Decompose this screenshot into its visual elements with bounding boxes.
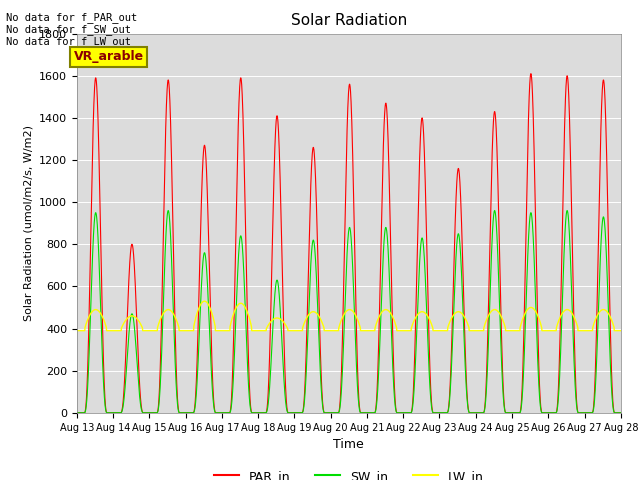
Legend: PAR_in, SW_in, LW_in: PAR_in, SW_in, LW_in (209, 465, 489, 480)
X-axis label: Time: Time (333, 438, 364, 451)
Text: No data for f_LW_out: No data for f_LW_out (6, 36, 131, 47)
Text: VR_arable: VR_arable (74, 50, 144, 63)
Text: No data for f_PAR_out: No data for f_PAR_out (6, 12, 138, 23)
Title: Solar Radiation: Solar Radiation (291, 13, 407, 28)
Text: No data for f_SW_out: No data for f_SW_out (6, 24, 131, 35)
Y-axis label: Solar Radiation (umol/m2/s, W/m2): Solar Radiation (umol/m2/s, W/m2) (24, 125, 33, 321)
